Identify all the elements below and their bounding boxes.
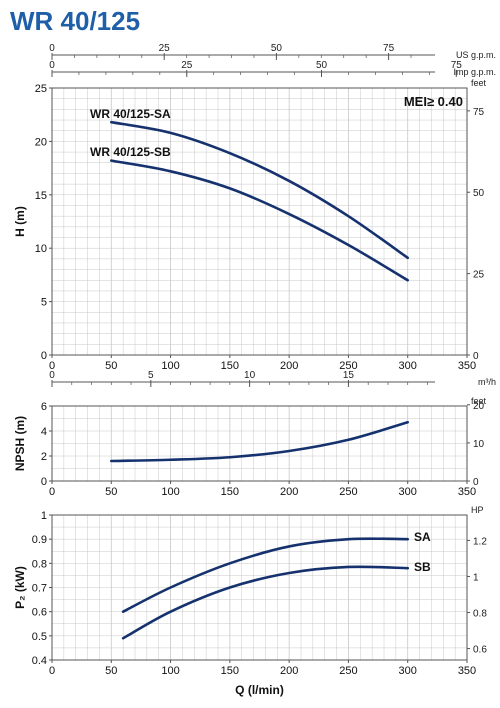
- x-tick-label: 0: [49, 665, 55, 677]
- series-line-head-2: [109, 159, 410, 282]
- top-tick-label: 0: [49, 43, 55, 54]
- x-tick-label: 250: [339, 665, 357, 677]
- x-tick-label: 50: [105, 486, 117, 498]
- x-tick-label: 50: [105, 360, 117, 372]
- series-label-power-2: SB: [414, 560, 431, 574]
- y-tick-label: 0.7: [32, 583, 47, 595]
- top-axis-unit: Imp g.p.m.: [453, 67, 496, 77]
- x-tick-label: 150: [221, 360, 239, 372]
- series-label-head-1: WR 40/125-SA: [90, 107, 171, 121]
- x-tick-label: 300: [399, 665, 417, 677]
- y-axis-label: P₂ (kW): [13, 566, 27, 609]
- x-tick-label: 0: [49, 360, 55, 372]
- top-axis-unit: US g.p.m.: [456, 50, 496, 60]
- x-tick-label: 200: [280, 360, 298, 372]
- top-tick-label: 75: [383, 43, 395, 54]
- top-tick-label: 0: [49, 370, 55, 381]
- chart-title: WR 40/125: [10, 6, 140, 36]
- right-tick-label: 0: [473, 351, 479, 362]
- y-axis-label: NPSH (m): [13, 416, 27, 471]
- x-tick-label: 250: [339, 486, 357, 498]
- x-tick-label: 100: [161, 486, 179, 498]
- x-tick-label: 300: [399, 360, 417, 372]
- y-tick-label: 20: [35, 136, 47, 148]
- x-tick-label: 350: [458, 486, 476, 498]
- x-tick-label: 0: [49, 486, 55, 498]
- y-tick-label: 25: [35, 83, 47, 95]
- x-tick-label: 250: [339, 360, 357, 372]
- series-label-power-1: SA: [414, 530, 431, 544]
- top-tick-label: 15: [343, 370, 355, 381]
- series-line-power-2: [121, 565, 410, 640]
- series-line-power-1: [121, 537, 410, 613]
- y-tick-label: 0.8: [32, 558, 47, 570]
- top-tick-label: 75: [451, 60, 463, 71]
- mei-annotation: MEI≥ 0.40: [404, 94, 463, 109]
- x-tick-label: 350: [458, 665, 476, 677]
- right-tick-label: 0: [473, 477, 479, 488]
- top-axis-unit: m³/h: [478, 377, 496, 387]
- right-tick-label: 0.6: [473, 645, 487, 656]
- y-tick-label: 0: [41, 350, 47, 362]
- right-tick-label: 25: [473, 270, 485, 281]
- series-line-npsh-1: [109, 420, 410, 463]
- y-tick-label: 2: [41, 451, 47, 463]
- top-tick-label: 25: [181, 60, 193, 71]
- top-tick-label: 50: [316, 60, 328, 71]
- x-tick-label: 50: [105, 665, 117, 677]
- series-line-head-1: [109, 120, 410, 260]
- y-tick-label: 5: [41, 297, 47, 309]
- y-tick-label: 0.6: [32, 607, 47, 619]
- top-tick-label: 0: [49, 60, 55, 71]
- top-tick-label: 5: [148, 370, 154, 381]
- x-tick-label: 200: [280, 486, 298, 498]
- series-label-head-2: WR 40/125-SB: [90, 145, 171, 159]
- right-axis-unit: feet: [471, 78, 487, 88]
- right-tick-label: 1.2: [473, 536, 487, 547]
- y-tick-label: 1: [41, 510, 47, 522]
- y-tick-label: 0.4: [32, 655, 47, 667]
- x-tick-label: 150: [221, 486, 239, 498]
- y-tick-label: 6: [41, 401, 47, 413]
- x-tick-label: 150: [221, 665, 239, 677]
- right-tick-label: 50: [473, 188, 485, 199]
- top-tick-label: 50: [271, 43, 283, 54]
- plot-frame: [51, 87, 468, 356]
- x-tick-label: 350: [458, 360, 476, 372]
- right-tick-label: 1: [473, 572, 479, 583]
- y-tick-label: 10: [35, 243, 47, 255]
- top-tick-label: 25: [159, 43, 171, 54]
- right-tick-label: 75: [473, 107, 485, 118]
- y-tick-label: 15: [35, 190, 47, 202]
- y-tick-label: 0: [41, 476, 47, 488]
- y-axis-label: H (m): [13, 206, 27, 237]
- y-tick-label: 0.5: [32, 631, 47, 643]
- y-tick-label: 4: [41, 426, 47, 438]
- right-axis-unit: feet: [471, 396, 487, 406]
- x-tick-label: 100: [161, 665, 179, 677]
- top-tick-label: 10: [244, 370, 256, 381]
- x-tick-label: 200: [280, 665, 298, 677]
- y-tick-label: 0.9: [32, 534, 47, 546]
- x-tick-label: 300: [399, 486, 417, 498]
- x-axis-label: Q (l/min): [235, 683, 284, 697]
- right-tick-label: 20: [473, 401, 485, 412]
- right-tick-label: 0.8: [473, 608, 487, 619]
- x-tick-label: 100: [161, 360, 179, 372]
- right-tick-label: 10: [473, 439, 485, 450]
- power-panel: 0 50 100 150 200 250 300 350 0.4 0.5 0.6 0.7 0.8 0.9 1…: [13, 505, 487, 697]
- right-axis-unit: HP: [471, 505, 484, 515]
